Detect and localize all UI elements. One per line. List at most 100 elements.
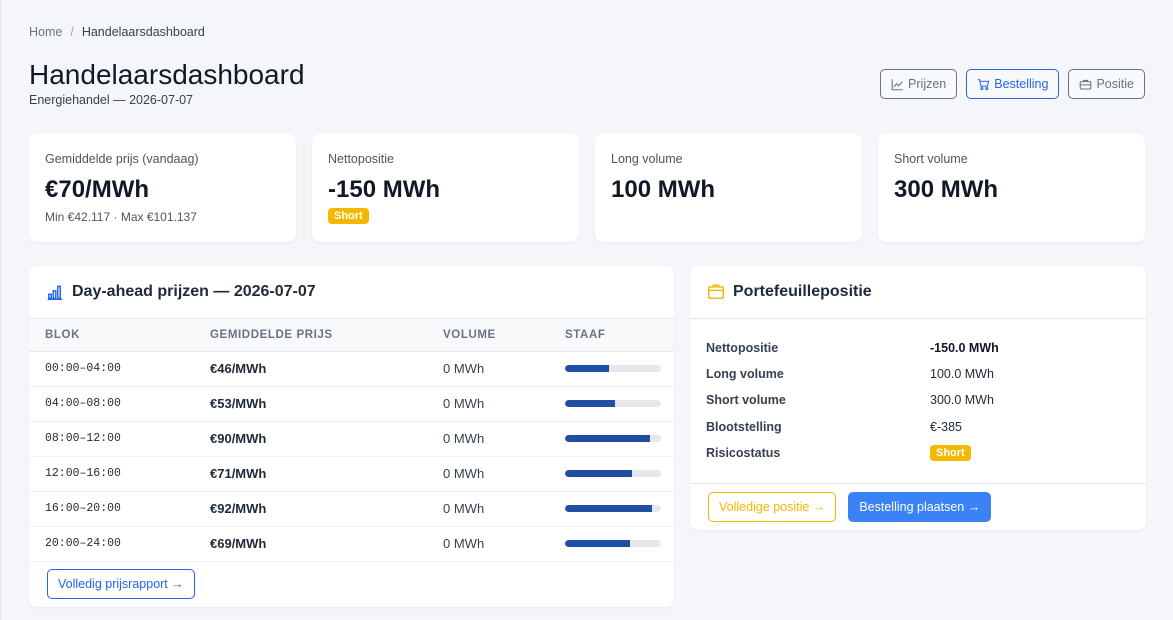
prices-button-label: Prijzen [908,77,947,91]
position-value: €-385 [930,419,962,434]
bar-cell [549,386,674,422]
breadcrumb-home[interactable]: Home [29,25,63,39]
position-value: -150.0 MWh [930,341,999,356]
table-row: 20:00–24:00 €69/MWh 0 MWh [29,526,674,562]
position-row-long: Long volume 100.0 MWh [706,361,1130,387]
table-row: 00:00–04:00 €46/MWh 0 MWh [29,351,674,387]
block-cell: 00:00–04:00 [29,351,194,387]
price-bar-fill [565,470,633,477]
price-bar-track [565,470,661,477]
price-cell: €92/MWh [194,491,427,527]
status-badge: Short [328,208,369,224]
prices-card-header: Day-ahead prijzen — 2026-07-07 [29,266,674,319]
position-key: Short volume [706,393,786,408]
bar-cell [549,526,674,562]
price-bar-fill [565,540,631,547]
kpi-value: 300 MWh [894,176,999,203]
kpi-card-long-volume: Long volume 100 MWh [595,134,862,242]
column-header-block: BLOK [29,319,194,352]
breadcrumb-current: Handelaarsdashboard [81,25,205,39]
header-actions: Prijzen Bestelling Positie [880,69,1145,99]
position-row-net: Nettopositie -150.0 MWh [706,335,1130,361]
wallet-icon [707,284,725,299]
page-title: Handelaarsdashboard [29,59,305,90]
prices-table: BLOK GEMIDDELDE PRIJS VOLUME STAAF 00:00… [29,319,674,562]
position-list: Nettopositie -150.0 MWh Long volume 100.… [690,319,1146,466]
block-cell: 04:00–08:00 [29,386,194,422]
price-bar-track [565,540,661,547]
position-button[interactable]: Positie [1068,69,1145,99]
kpi-card-avg-price: Gemiddelde prijs (vandaag) €70/MWh Min €… [29,134,296,242]
position-card-header: Portefeuillepositie [690,266,1146,319]
bar-chart-icon [47,285,63,301]
block-cell: 20:00–24:00 [29,526,194,562]
kpi-card-net-position: Nettopositie -150 MWh Short [312,134,579,242]
table-row: 12:00–16:00 €71/MWh 0 MWh [29,456,674,492]
position-key: Long volume [706,367,784,382]
position-card-footer: Volledige positie → Bestelling plaatsen … [690,483,1146,530]
bar-cell [549,491,674,527]
full-position-button[interactable]: Volledige positie → [708,492,837,522]
cart-icon [978,78,990,90]
kpi-label: Short volume [894,152,968,166]
bar-cell [549,421,674,457]
kpi-value: €70/MWh [45,176,150,203]
price-bar-fill [565,365,610,372]
kpi-value: -150 MWh [328,176,441,203]
price-cell: €53/MWh [194,386,427,422]
volume-cell: 0 MWh [427,526,549,562]
table-row: 08:00–12:00 €90/MWh 0 MWh [29,421,674,457]
breadcrumb-separator: / [70,25,74,39]
prices-button[interactable]: Prijzen [880,69,958,99]
price-cell: €71/MWh [194,456,427,492]
position-value: 100.0 MWh [930,367,994,382]
bar-cell [549,456,674,492]
kpi-card-short-volume: Short volume 300 MWh [878,134,1145,242]
column-header-volume: VOLUME [427,319,549,352]
order-button[interactable]: Bestelling [966,69,1060,99]
position-key: Blootstelling [706,419,782,434]
table-row: 16:00–20:00 €92/MWh 0 MWh [29,491,674,527]
price-bar-track [565,365,661,372]
position-key: Risicostatus [706,445,781,460]
volume-cell: 0 MWh [427,351,549,387]
bar-cell [549,351,674,387]
prices-card-title: Day-ahead prijzen — 2026-07-07 [72,283,316,300]
table-row: 04:00–08:00 €53/MWh 0 MWh [29,386,674,422]
position-row-exposure: Blootstelling €-385 [706,414,1130,440]
block-cell: 16:00–20:00 [29,491,194,527]
position-card: Portefeuillepositie Nettopositie -150.0 … [690,266,1146,530]
volume-cell: 0 MWh [427,386,549,422]
price-cell: €90/MWh [194,421,427,457]
breadcrumb: Home / Handelaarsdashboard [29,25,205,39]
price-bar-track [565,505,661,512]
price-bar-fill [565,505,653,512]
block-cell: 08:00–12:00 [29,421,194,457]
volume-cell: 0 MWh [427,421,549,457]
position-row-risk: Risicostatus Short [706,440,1130,466]
price-bar-track [565,435,661,442]
kpi-subtext: Min €42.117 · Max €101.137 [45,210,197,224]
table-header-row: BLOK GEMIDDELDE PRIJS VOLUME STAAF [29,319,674,352]
price-cell: €46/MWh [194,351,427,387]
place-order-button[interactable]: Bestelling plaatsen → [848,492,992,522]
prices-card: Day-ahead prijzen — 2026-07-07 BLOK GEMI… [29,266,674,607]
price-bar-fill [565,435,651,442]
briefcase-icon [1080,79,1092,89]
full-price-report-button[interactable]: Volledig prijsrapport → [47,569,195,599]
block-cell: 12:00–16:00 [29,456,194,492]
risk-status-badge: Short [930,444,971,461]
position-key: Nettopositie [706,341,779,356]
price-cell: €69/MWh [194,526,427,562]
price-bar-fill [565,400,615,407]
position-button-label: Positie [1096,77,1134,91]
column-header-bar: STAAF [549,319,674,352]
page-subtitle: Energiehandel — 2026-07-07 [29,93,194,107]
kpi-label: Gemiddelde prijs (vandaag) [45,152,199,166]
column-header-price: GEMIDDELDE PRIJS [194,319,427,352]
line-chart-icon [891,78,903,90]
order-button-label: Bestelling [994,77,1049,91]
volume-cell: 0 MWh [427,456,549,492]
price-bar-track [565,400,661,407]
position-value: 300.0 MWh [930,393,994,408]
